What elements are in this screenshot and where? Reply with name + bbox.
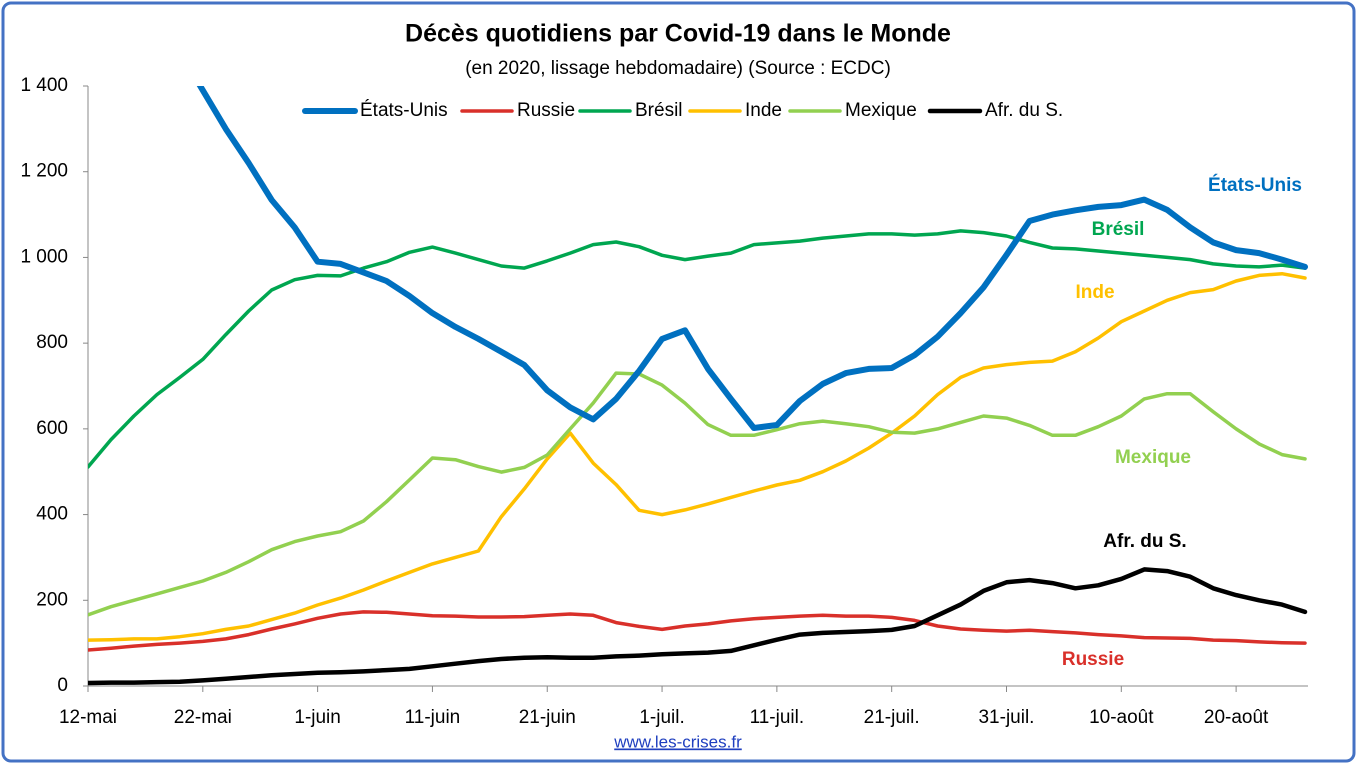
- x-tick-label: 21-juil.: [864, 707, 920, 728]
- series-line: [196, 86, 1308, 431]
- x-tick-label: 11-juin: [405, 707, 461, 728]
- x-tick-label: 1-juin: [294, 707, 340, 728]
- legend-label: Mexique: [845, 100, 917, 121]
- chart-title: Décès quotidiens par Covid-19 dans le Mo…: [405, 20, 951, 48]
- x-tick-label: 21-juin: [519, 707, 576, 728]
- y-tick-label: 1 200: [20, 161, 68, 182]
- source-link[interactable]: www.les-crises.fr: [613, 732, 742, 751]
- y-tick-label: 600: [36, 418, 68, 439]
- series-line: [88, 271, 1307, 642]
- series-line: [88, 229, 1307, 469]
- legend-label: Brésil: [635, 100, 683, 121]
- y-tick-label: 200: [36, 589, 68, 610]
- x-tick-label: 31-juil.: [978, 707, 1034, 728]
- x-tick-label: 20-août: [1204, 707, 1269, 728]
- series-line: [88, 371, 1307, 617]
- y-tick-label: 400: [36, 504, 68, 525]
- y-tick-label: 0: [57, 675, 68, 696]
- chart-subtitle: (en 2020, lissage hebdomadaire) (Source …: [465, 58, 891, 79]
- annotation: Mexique: [1115, 447, 1191, 468]
- x-tick-label: 10-août: [1089, 707, 1154, 728]
- y-tick-label: 1 400: [20, 75, 68, 96]
- legend-label: Inde: [745, 100, 782, 121]
- series-line: [88, 567, 1308, 686]
- y-tick-label: 1 000: [20, 246, 68, 267]
- x-tick-label: 11-juil.: [750, 707, 805, 728]
- annotation: États-Unis: [1208, 174, 1302, 196]
- x-tick-label: 1-juil.: [639, 707, 684, 728]
- plot-area: [88, 86, 1308, 686]
- legend-label: États-Unis: [360, 100, 448, 121]
- annotation: Inde: [1075, 282, 1114, 303]
- annotation: Russie: [1062, 649, 1124, 670]
- annotation: Brésil: [1092, 219, 1145, 240]
- legend-label: Afr. du S.: [985, 100, 1063, 121]
- annotation: Afr. du S.: [1103, 531, 1186, 552]
- x-tick-label: 12-mai: [59, 707, 117, 728]
- y-tick-label: 800: [36, 332, 68, 353]
- legend-label: Russie: [517, 100, 575, 121]
- x-tick-label: 22-mai: [174, 707, 232, 728]
- series-line: [88, 610, 1307, 652]
